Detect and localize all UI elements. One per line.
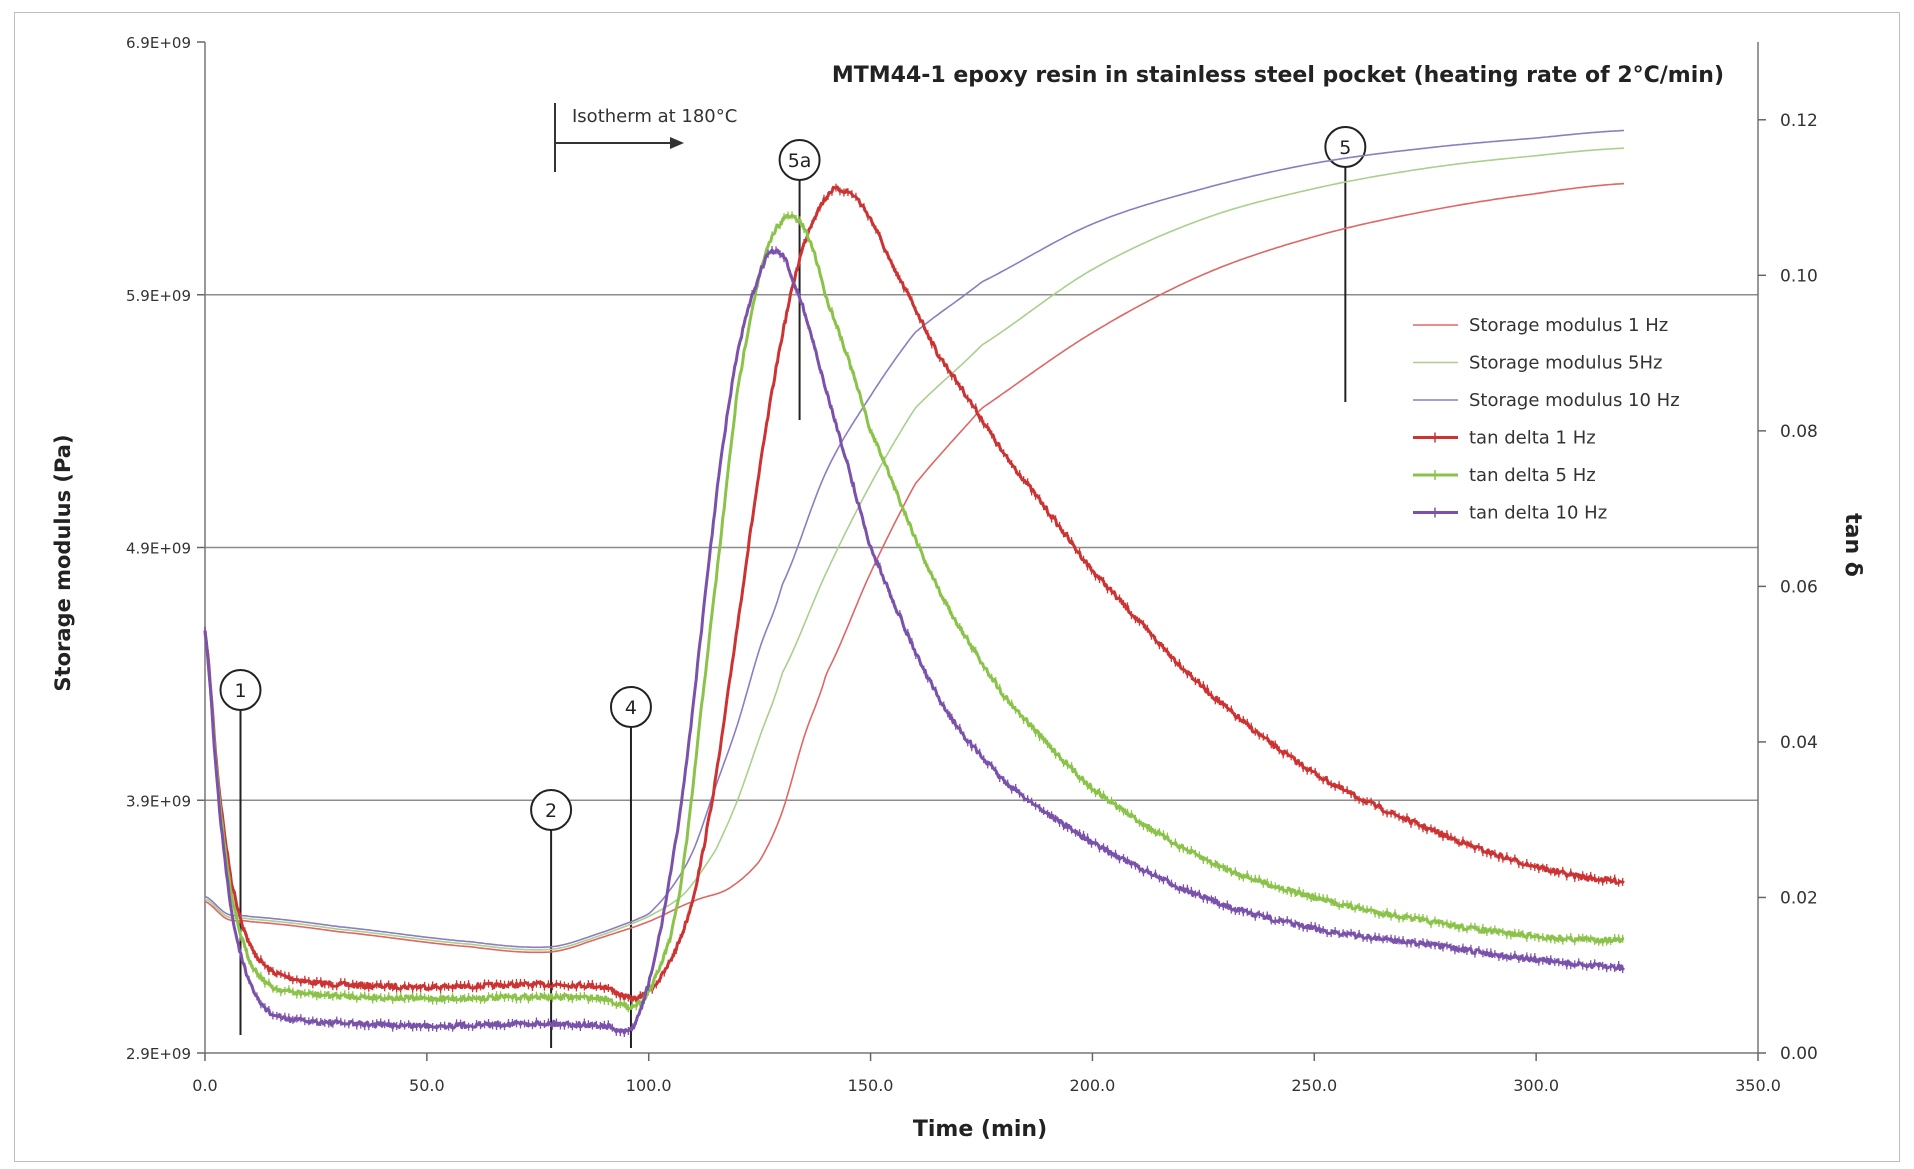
y2-tick-label: 0.08: [1780, 422, 1818, 442]
marker-label: 1: [234, 680, 246, 702]
x-tick-label: 150.0: [848, 1076, 894, 1095]
marker-label: 5a: [788, 150, 812, 172]
legend-label: Storage modulus 10 Hz: [1469, 390, 1680, 411]
marker-label: 5: [1339, 137, 1351, 159]
legend-label: tan delta 10 Hz: [1469, 503, 1607, 524]
isotherm-arrow-head: [670, 137, 684, 149]
x-tick-label: 50.0: [409, 1076, 445, 1095]
x-tick-label: 300.0: [1513, 1076, 1559, 1095]
y2-tick-label: 0.02: [1780, 888, 1818, 908]
y-tick-label: 3.9E+09: [126, 792, 191, 810]
legend: Storage modulus 1 Hz Storage modulus 5Hz S…: [1413, 315, 1680, 524]
y2-axis-label: tan δ: [1840, 513, 1865, 577]
marker-circle: [530, 789, 573, 831]
y-tick-label: 2.9E+09: [126, 1045, 191, 1063]
legend-label: Storage modulus 1 Hz: [1469, 315, 1668, 336]
legend-label: Storage modulus 5Hz: [1469, 353, 1662, 374]
series-line: [203, 185, 1625, 1003]
x-tick-label: 250.0: [1291, 1076, 1337, 1095]
series-line: [204, 147, 1625, 951]
y-tick-label: 6.9E+09: [126, 34, 191, 52]
series-line: [204, 182, 1625, 954]
annotation-markers: 1 2 4 5a 5: [219, 126, 1367, 1048]
y2-tick-label: 0.00: [1780, 1044, 1818, 1064]
y2-tick-label: 0.06: [1780, 577, 1818, 597]
x-tick-label: 0.0: [192, 1076, 217, 1095]
isotherm-label: Isotherm at 180°C: [572, 106, 737, 127]
y-tick-label: 5.9E+09: [126, 287, 191, 305]
axes: 2.9E+093.9E+094.9E+095.9E+096.9E+090.0 50…: [126, 34, 1818, 1095]
plot-area: [203, 129, 1626, 1037]
series-line: [204, 129, 1625, 949]
y-tick-label: 4.9E+09: [126, 540, 191, 558]
y2-tick-label: 0.04: [1780, 733, 1818, 753]
y2-tick-label: 0.12: [1780, 111, 1818, 131]
y-axis-label: Storage modulus (Pa): [51, 434, 75, 691]
x-tick-label: 100.0: [626, 1076, 672, 1095]
chart-frame: [14, 12, 1900, 1162]
marker-circle: [609, 686, 652, 728]
marker-circle: [219, 669, 262, 711]
x-tick-label: 350.0: [1735, 1076, 1781, 1095]
y2-tick-label: 0.10: [1780, 266, 1818, 286]
isotherm-annotation: Isotherm at 180°C: [554, 103, 737, 172]
marker-circle: [778, 139, 821, 181]
marker-label: 2: [545, 800, 557, 822]
x-tick-label: 200.0: [1070, 1076, 1116, 1095]
chart-title: MTM44-1 epoxy resin in stainless steel p…: [832, 63, 1724, 88]
marker-label: 4: [625, 697, 637, 719]
x-axis-label: Time (min): [913, 1117, 1047, 1142]
legend-label: tan delta 1 Hz: [1469, 428, 1596, 449]
legend-label: tan delta 5 Hz: [1469, 465, 1596, 486]
gridlines: [205, 294, 1758, 801]
